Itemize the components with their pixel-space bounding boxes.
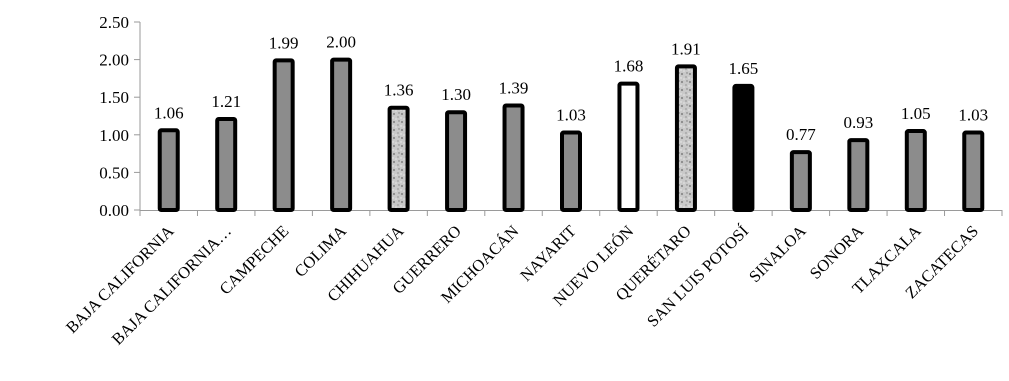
bars — [157, 57, 985, 213]
bar — [789, 150, 812, 212]
bar — [617, 81, 640, 212]
data-label: 1.21 — [211, 92, 241, 111]
y-tick-label: 2.00 — [99, 51, 129, 70]
data-label: 0.93 — [843, 113, 873, 132]
data-label: 2.00 — [326, 33, 356, 52]
data-label: 1.06 — [154, 103, 184, 122]
bar — [502, 103, 525, 212]
bar — [272, 58, 295, 212]
data-label: 1.03 — [958, 106, 988, 125]
bar — [560, 130, 582, 213]
bar — [215, 117, 238, 212]
y-tick-label: 0.00 — [99, 201, 129, 220]
data-label: 1.99 — [269, 33, 299, 52]
data-label: 1.39 — [499, 78, 529, 97]
x-tick-label: BAJA CALIFORNIA — [62, 221, 178, 337]
bar — [904, 129, 927, 212]
data-label: 1.65 — [729, 59, 759, 78]
data-label: 1.36 — [384, 81, 414, 100]
x-tick-label: SAN LUIS POTOSÍ — [643, 221, 752, 330]
bar — [157, 128, 180, 212]
bar — [732, 83, 755, 212]
bar — [847, 138, 870, 212]
data-label: 1.05 — [901, 104, 931, 123]
data-label: 1.03 — [556, 106, 586, 125]
data-labels: 1.06 1.21 1.99 2.00 1.36 1.30 1.39 1.03 1.68 1.91… — [154, 33, 988, 144]
bar — [962, 130, 985, 213]
y-tick-label: 1.50 — [99, 88, 129, 107]
data-label: 1.68 — [614, 57, 644, 76]
data-label: 1.30 — [441, 85, 471, 104]
x-tick-label: COLIMA — [290, 221, 350, 281]
data-label: 1.91 — [671, 39, 701, 58]
y-tick-label: 0.50 — [99, 163, 129, 182]
data-label: 0.77 — [786, 125, 816, 144]
bar — [330, 57, 353, 212]
x-tick-label: SINALOA — [745, 221, 810, 286]
bar — [387, 105, 410, 212]
bar — [674, 64, 697, 212]
y-tick-label: 1.00 — [99, 126, 129, 145]
y-tick-label: 2.50 — [99, 13, 129, 32]
bar — [445, 110, 468, 212]
